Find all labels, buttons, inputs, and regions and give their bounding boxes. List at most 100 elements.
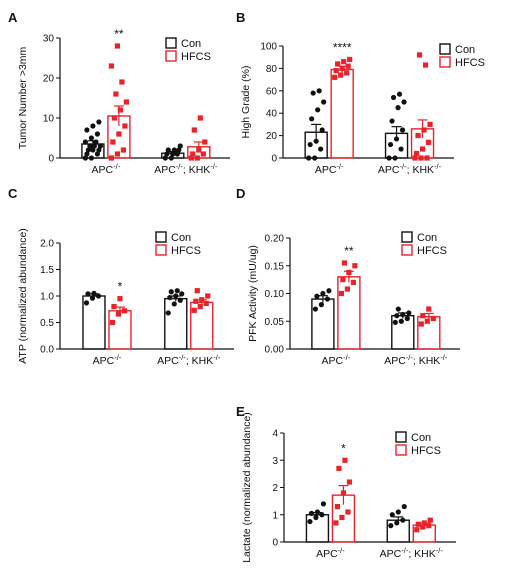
data-point-con: [312, 155, 318, 161]
y-tick-label: 10: [43, 114, 55, 125]
data-point-con: [85, 147, 91, 153]
data-point-con: [93, 139, 99, 145]
legend-swatch-con: [439, 43, 451, 55]
data-point-hfcs: [415, 133, 421, 139]
data-point-hfcs: [421, 520, 427, 526]
data-point-con: [96, 119, 102, 125]
data-point-con: [324, 296, 330, 302]
panel-e: E 0 1 2 3 4 Lactate (normalized abundance) * APC…: [236, 404, 456, 563]
panel-label: A: [8, 10, 18, 25]
y-axis-label: ATP (normalized abundance): [17, 228, 29, 364]
significance-mark: *: [118, 280, 123, 294]
data-point-hfcs: [194, 288, 200, 294]
data-point-hfcs: [418, 155, 424, 161]
legend-label-con: Con: [417, 232, 437, 244]
legend-label-con: Con: [181, 38, 201, 50]
data-point-con: [308, 510, 315, 516]
data-point-hfcs: [416, 52, 423, 58]
y-tick-label: 0.00: [265, 345, 285, 356]
significance-mark: *: [341, 441, 346, 455]
data-point-hfcs: [114, 151, 120, 157]
data-point-hfcs: [422, 62, 429, 68]
y-tick-label: 0.05: [265, 317, 285, 328]
data-point-hfcs: [345, 509, 351, 515]
y-tick-label: 1: [272, 510, 278, 521]
data-point-hfcs: [350, 279, 356, 285]
y-axis-label: PFK Activity (mU/ug): [247, 245, 259, 342]
significance-mark: **: [114, 27, 124, 41]
x-group-label: APC-/-: [322, 353, 351, 367]
data-point-hfcs: [111, 115, 117, 121]
data-point-con: [310, 90, 316, 96]
panel-label: E: [236, 404, 245, 419]
data-point-con: [174, 151, 180, 157]
data-point-hfcs: [424, 318, 430, 324]
data-point-hfcs: [193, 298, 199, 304]
data-point-hfcs: [338, 72, 344, 78]
data-point-hfcs: [197, 304, 203, 310]
panel-c: C 0.0 0.5 1.0 1.5 2.0 ATP (normalized abundanc…: [8, 186, 234, 367]
data-point-con: [171, 147, 177, 153]
data-point-con: [309, 116, 315, 122]
data-point-con: [320, 290, 326, 297]
data-point-hfcs: [122, 123, 128, 129]
y-tick-label: 0.10: [265, 289, 285, 300]
x-group-label: APC-/-; KHK-/-: [378, 162, 442, 176]
y-axis-label: Lactate (normalized abundance): [241, 412, 253, 563]
data-point-hfcs: [120, 147, 126, 153]
data-point-con: [389, 118, 395, 124]
data-point-con: [306, 155, 312, 161]
data-point-con: [97, 143, 103, 149]
bar-con: [164, 297, 188, 350]
data-point-hfcs: [188, 155, 194, 161]
significance-mark: **: [344, 244, 354, 258]
data-point-con: [318, 302, 324, 308]
data-point-hfcs: [339, 514, 345, 521]
data-point-con: [165, 310, 171, 316]
y-tick-label: 0: [271, 154, 277, 165]
data-point-con: [315, 107, 321, 113]
data-point-hfcs: [339, 65, 345, 71]
data-point-hfcs: [333, 68, 339, 74]
data-point-hfcs: [335, 61, 341, 67]
data-point-hfcs: [344, 70, 350, 76]
legend-label-hfcs: HFCS: [417, 245, 447, 257]
data-point-hfcs: [194, 155, 200, 161]
data-point-con: [91, 290, 97, 296]
data-point-con: [171, 301, 177, 307]
data-point-hfcs: [116, 131, 122, 137]
y-tick-label: 4: [272, 429, 278, 440]
data-point-con: [318, 146, 324, 152]
data-point-con: [319, 127, 325, 133]
data-point-con: [162, 155, 168, 161]
data-point-hfcs: [114, 43, 120, 49]
data-point-con: [321, 99, 327, 105]
data-point-hfcs: [344, 286, 350, 292]
data-point-hfcs: [420, 524, 426, 530]
legend-swatch-con: [165, 37, 177, 49]
x-group-label: APC-/-; KHK-/-: [157, 353, 221, 367]
data-point-con: [96, 147, 102, 153]
x-group-label: APC-/-: [315, 162, 344, 176]
data-point-con: [399, 127, 406, 133]
data-point-con: [320, 501, 327, 507]
legend-swatch-con: [395, 431, 407, 443]
data-point-hfcs: [113, 91, 119, 97]
data-point-con: [388, 523, 394, 529]
data-point-hfcs: [427, 121, 433, 127]
data-point-hfcs: [336, 465, 342, 472]
y-tick-label: 0.20: [265, 234, 285, 245]
data-point-con: [177, 297, 183, 303]
y-axis-label: Tumor Number >3mm: [17, 46, 29, 149]
data-point-con: [85, 291, 91, 297]
data-point-hfcs: [117, 296, 123, 302]
data-point-con: [164, 151, 170, 157]
data-point-hfcs: [111, 304, 117, 310]
panel-d: D 0.00 0.05 0.10 0.15 0.20 PFK Activity (mU/ug…: [236, 186, 460, 367]
data-point-con: [390, 94, 397, 101]
legend-label-con: Con: [411, 432, 431, 444]
data-point-hfcs: [196, 147, 202, 153]
y-tick-label: 100: [260, 42, 277, 53]
data-point-hfcs: [191, 127, 197, 133]
legend-swatch-hfcs: [165, 50, 177, 62]
